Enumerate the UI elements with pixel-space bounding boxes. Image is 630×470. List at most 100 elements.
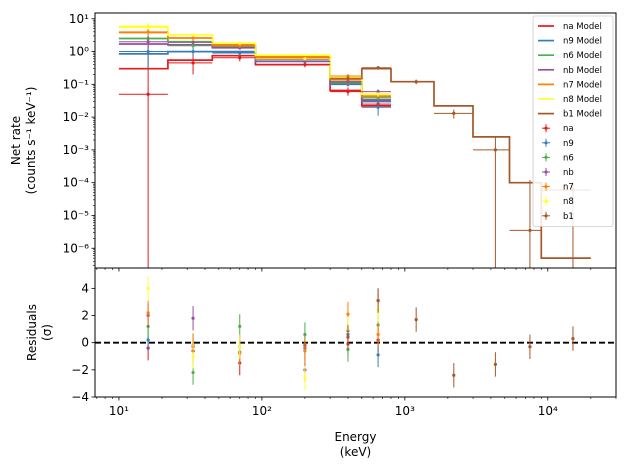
legend-label: n7 xyxy=(563,183,574,193)
legend-label: n6 Model xyxy=(563,51,602,61)
legend-entry-n8-model: n8 Model xyxy=(538,95,602,105)
lower-y-axis-label: Residuals(σ) xyxy=(25,304,54,361)
x-tick-label: 10¹ xyxy=(109,404,129,418)
upper-y-tick-label: 10⁻² xyxy=(63,110,90,124)
legend-entry-b1: b1 xyxy=(542,211,574,222)
residual-point-b1-4 xyxy=(493,362,497,367)
point-n7-0 xyxy=(146,30,150,34)
point-n9-2 xyxy=(238,51,242,55)
legend-entry-na: na xyxy=(542,124,574,134)
upper-y-tick-label: 10⁻⁵ xyxy=(63,208,90,222)
upper-y-tick-label: 10⁻⁶ xyxy=(63,241,90,255)
point-na-1 xyxy=(191,61,195,65)
legend-entry-n8: n8 xyxy=(542,197,574,207)
upper-y-tick-label: 10⁻³ xyxy=(63,143,90,157)
point-n8-3 xyxy=(303,57,307,61)
legend-entry-n9-model: n9 Model xyxy=(538,37,602,47)
lower-y-label-line2: (σ) xyxy=(40,324,54,341)
lower-y-tick-label: 4 xyxy=(81,281,89,295)
residual-point-nb-1 xyxy=(191,316,195,320)
point-n7-2 xyxy=(238,44,242,48)
point-na-0 xyxy=(146,92,150,96)
point-nb-0 xyxy=(146,40,150,44)
lower-y-label-line1: Residuals xyxy=(25,304,39,361)
legend-marker-swatch xyxy=(544,170,548,174)
legend-entry-n6: n6 xyxy=(542,153,574,163)
residual-point-b1-3 xyxy=(452,373,456,377)
point-b1-1 xyxy=(376,66,380,70)
point-n8-1 xyxy=(191,33,195,37)
upper-y-tick-label: 10⁰ xyxy=(69,45,89,59)
data-series-nb xyxy=(118,36,391,95)
residual-point-n6-1 xyxy=(191,370,195,375)
legend-box xyxy=(532,15,614,227)
legend-marker-swatch xyxy=(544,214,548,218)
point-nb-1 xyxy=(191,40,195,45)
residual-point-b1-0 xyxy=(346,335,350,339)
upper-y-label-line1: Net rate xyxy=(9,116,23,165)
legend-entry-b1-model: b1 Model xyxy=(538,110,602,120)
point-n6-1 xyxy=(191,44,195,48)
point-na-4 xyxy=(346,90,350,94)
point-n9-5 xyxy=(376,105,380,109)
legend-marker-swatch xyxy=(544,155,548,159)
legend-label: nb xyxy=(563,168,574,178)
point-n8-2 xyxy=(238,41,242,45)
point-b1-4 xyxy=(493,148,497,152)
legend-label: na Model xyxy=(563,22,602,32)
residual-point-n7-3 xyxy=(303,349,307,353)
upper-y-tick-label: 10⁻¹ xyxy=(63,77,90,91)
model-line-n8 xyxy=(118,26,391,96)
residual-point-n9-5 xyxy=(376,353,380,357)
point-b1-2 xyxy=(414,80,418,84)
lower-axes-frame xyxy=(94,267,617,398)
point-b1-0 xyxy=(346,76,350,81)
residual-point-n6-2 xyxy=(238,324,242,328)
x-axis-label-line1: Energy xyxy=(334,430,376,444)
residual-point-n7-4 xyxy=(346,312,350,316)
upper-y-label-line2: (counts s⁻¹ keV⁻¹) xyxy=(24,87,38,195)
upper-panel: 10⁻⁶ 10⁻⁵ 10⁻⁴ 10⁻³ 10⁻² 10⁻¹ 10⁰ 10¹ xyxy=(63,12,617,272)
legend-label: n9 xyxy=(563,139,574,149)
point-n8-5 xyxy=(376,92,380,96)
x-tick-label: 10³ xyxy=(395,404,415,418)
residual-series-b1 xyxy=(346,288,575,388)
residual-point-n8-0 xyxy=(146,286,150,290)
legend-label: n8 Model xyxy=(563,95,602,105)
legend-label: n7 Model xyxy=(563,80,602,90)
residual-point-n9-0 xyxy=(146,338,150,342)
legend-label: n6 xyxy=(563,153,574,163)
residual-point-b1-5 xyxy=(528,345,532,349)
residual-point-n6-3 xyxy=(303,332,307,337)
point-b1-3 xyxy=(452,111,456,115)
residual-point-n8-3 xyxy=(303,376,307,380)
legend-marker-swatch xyxy=(544,185,548,189)
legend-entry-na-model: na Model xyxy=(538,22,602,32)
residual-point-n7-0 xyxy=(146,311,150,315)
lower-panel: 10¹ 10² 10³ 10⁴ −4 −2 0 2 4 xyxy=(71,267,617,418)
point-b1-5 xyxy=(528,228,532,233)
point-na-2 xyxy=(238,56,242,60)
residual-point-n7-5 xyxy=(376,332,380,337)
legend-entry-nb-model: nb Model xyxy=(538,66,602,76)
axis-labels: Net rate(counts s⁻¹ keV⁻¹) Residuals(σ) En… xyxy=(9,87,377,459)
point-nb-3 xyxy=(303,59,307,64)
residual-point-b1-6 xyxy=(571,337,575,341)
legend: na Model n9 Model n6 Model nb Model n7 Model… xyxy=(532,15,614,227)
upper-y-axis-label: Net rate(counts s⁻¹ keV⁻¹) xyxy=(9,87,38,195)
data-series-n9 xyxy=(118,41,391,116)
legend-marker-swatch xyxy=(544,126,548,130)
point-n9-1 xyxy=(191,49,195,54)
legend-entry-n6-model: n6 Model xyxy=(538,51,602,61)
legend-label: n8 xyxy=(563,197,574,207)
legend-entry-n7: n7 xyxy=(542,182,574,193)
residual-point-n8-1 xyxy=(191,354,195,358)
residual-point-b1-1 xyxy=(376,298,380,303)
legend-label: nb Model xyxy=(563,66,602,76)
residual-point-b1-2 xyxy=(414,318,418,322)
x-tick-label: 10⁴ xyxy=(538,404,558,418)
point-na-3 xyxy=(303,63,307,67)
legend-entry-nb: nb xyxy=(542,168,574,178)
point-nb-5 xyxy=(376,90,380,94)
